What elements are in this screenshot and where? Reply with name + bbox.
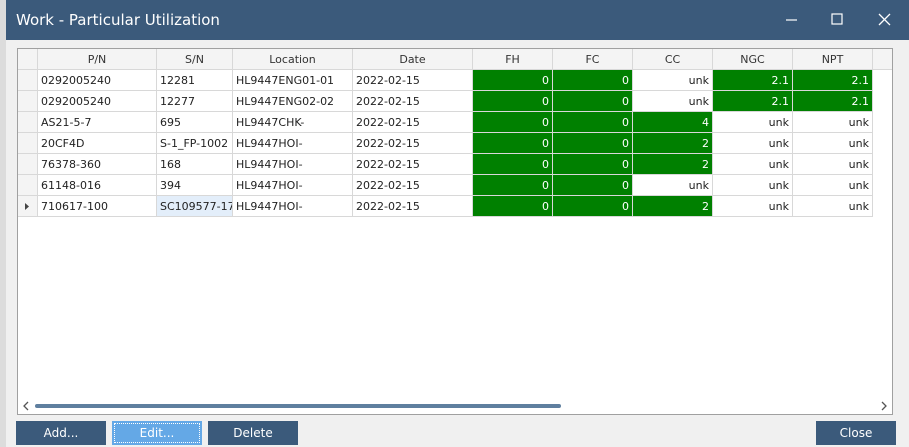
- table-cell: 4: [633, 112, 713, 133]
- table-cell: 0: [553, 154, 633, 175]
- table-cell: HL9447CHK-: [233, 112, 353, 133]
- table-cell: 0: [473, 196, 553, 217]
- title-bar: [6, 0, 909, 40]
- table-cell: 695: [157, 112, 233, 133]
- table-cell: 2: [633, 133, 713, 154]
- table-cell: AS21-5-7: [38, 112, 157, 133]
- table-cell: 0: [473, 133, 553, 154]
- table-cell: 2022-02-15: [353, 175, 473, 196]
- column-header-filler: [873, 49, 892, 70]
- table-cell: 0: [553, 133, 633, 154]
- table-cell: 0: [553, 112, 633, 133]
- table-cell: 2022-02-15: [353, 91, 473, 112]
- window-controls[interactable]: [776, 12, 906, 28]
- table-cell: 20CF4D: [38, 133, 157, 154]
- table-cell: S-1_FP-1002: [157, 133, 233, 154]
- table-cell: 61148-016: [38, 175, 157, 196]
- table-cell: unk: [713, 175, 793, 196]
- row-header: [18, 91, 38, 112]
- column-header: FH: [473, 49, 553, 70]
- table-cell: 2022-02-15: [353, 70, 473, 91]
- window-title: Work - Particular Utilization: [16, 11, 220, 29]
- row-header-corner: [18, 49, 38, 70]
- row-header: [18, 112, 38, 133]
- table-cell: 0: [553, 91, 633, 112]
- column-header: P/N: [38, 49, 157, 70]
- table-cell: unk: [633, 91, 713, 112]
- table-cell: 2.1: [793, 70, 873, 91]
- table-cell: 76378-360: [38, 154, 157, 175]
- table-cell: 0: [473, 175, 553, 196]
- table-cell: unk: [713, 112, 793, 133]
- table-cell: 2022-02-15: [353, 154, 473, 175]
- table-cell: unk: [633, 175, 713, 196]
- close-button[interactable]: Close: [816, 421, 896, 445]
- table-cell: unk: [793, 175, 873, 196]
- table-cell: 710617-100: [38, 196, 157, 217]
- table-cell: HL9447HOI-: [233, 175, 353, 196]
- table-cell: 168: [157, 154, 233, 175]
- table-cell: 0292005240: [38, 91, 157, 112]
- table-cell: SC109577-17: [157, 196, 233, 217]
- table-cell: 2: [633, 154, 713, 175]
- row-header: [18, 70, 38, 91]
- add-button[interactable]: Add...: [16, 421, 106, 445]
- row-indicator: [24, 203, 29, 210]
- table-cell: 0: [473, 112, 553, 133]
- table-cell: 0: [473, 154, 553, 175]
- table-cell: HL9447HOI-: [233, 154, 353, 175]
- table-cell: 2022-02-15: [353, 133, 473, 154]
- table-cell: unk: [793, 112, 873, 133]
- table-cell: 12281: [157, 70, 233, 91]
- table-cell: 2022-02-15: [353, 196, 473, 217]
- row-header: [18, 154, 38, 175]
- column-header: Location: [233, 49, 353, 70]
- delete-button[interactable]: Delete: [208, 421, 298, 445]
- column-header: CC: [633, 49, 713, 70]
- table-cell: unk: [793, 196, 873, 217]
- table-cell: 0: [553, 70, 633, 91]
- table-cell: 0292005240: [38, 70, 157, 91]
- column-header: S/N: [157, 49, 233, 70]
- column-header: NGC: [713, 49, 793, 70]
- table-cell: 0: [553, 196, 633, 217]
- table-cell: 2022-02-15: [353, 112, 473, 133]
- row-header: [18, 133, 38, 154]
- table-cell: unk: [793, 133, 873, 154]
- table-cell: unk: [713, 154, 793, 175]
- column-header: NPT: [793, 49, 873, 70]
- table-cell: HL9447ENG02-02: [233, 91, 353, 112]
- table-cell: HL9447ENG01-01: [233, 70, 353, 91]
- table-cell: 394: [157, 175, 233, 196]
- table-cell: HL9447HOI-: [233, 133, 353, 154]
- table-cell: 12277: [157, 91, 233, 112]
- table-cell: unk: [713, 196, 793, 217]
- column-header: FC: [553, 49, 633, 70]
- table-cell: 0: [473, 91, 553, 112]
- table-cell: 0: [553, 175, 633, 196]
- table-cell: unk: [713, 133, 793, 154]
- table-cell: 0: [473, 70, 553, 91]
- data-grid: P/N S/N Location Date FH FC CC NGC NPT 0292005240…: [17, 48, 893, 415]
- horizontal-scrollbar[interactable]: [18, 399, 892, 413]
- edit-button[interactable]: Edit...: [112, 421, 202, 445]
- row-header: [18, 175, 38, 196]
- row-header: [18, 196, 38, 217]
- table-cell: HL9447HOI-: [233, 196, 353, 217]
- table-cell: 2: [633, 196, 713, 217]
- table-cell: unk: [633, 70, 713, 91]
- table-cell: unk: [793, 154, 873, 175]
- table-cell: 2.1: [793, 91, 873, 112]
- table-cell: 2.1: [713, 91, 793, 112]
- table-cell: 2.1: [713, 70, 793, 91]
- column-header: Date: [353, 49, 473, 70]
